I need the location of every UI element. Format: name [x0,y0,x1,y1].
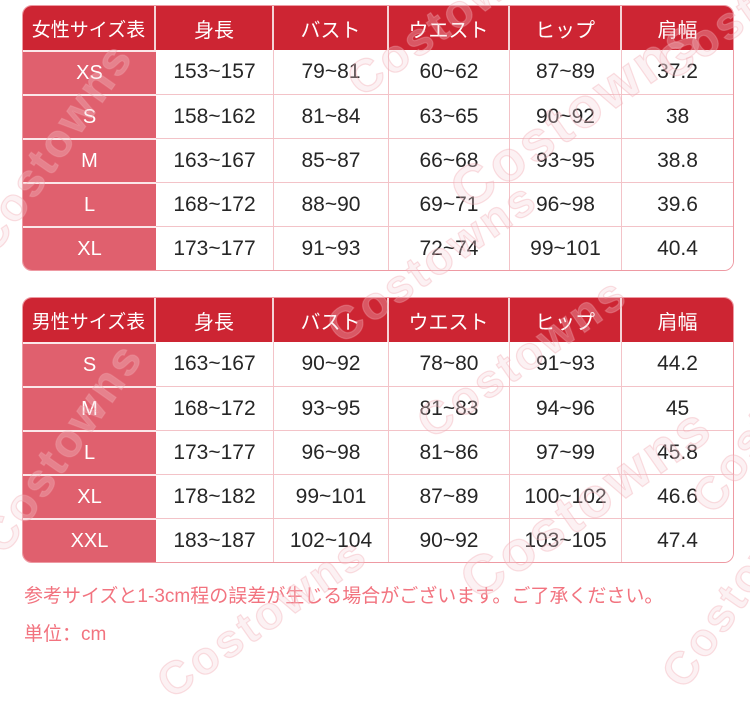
measurement-cell: 79~81 [274,50,389,94]
column-header: ウエスト [389,6,510,50]
measurement-cell: 96~98 [510,182,622,226]
measurement-cell: 93~95 [274,386,389,430]
measurement-cell: 97~99 [510,430,622,474]
measurement-cell: 168~172 [156,386,274,430]
women-size-table: 女性サイズ表 身長 バスト ウエスト ヒップ 肩幅 XS 153~157 79~81 60~62 8… [22,5,734,271]
measurement-cell: 72~74 [389,226,510,270]
column-header: ウエスト [389,298,510,342]
measurement-cell: 99~101 [274,474,389,518]
measurement-cell: 163~167 [156,138,274,182]
size-label: L [23,182,156,226]
measurement-cell: 173~177 [156,430,274,474]
measurement-cell: 88~90 [274,182,389,226]
measurement-cell: 37.2 [622,50,733,94]
measurement-cell: 163~167 [156,342,274,386]
table-row: XL 178~182 99~101 87~89 100~102 46.6 [23,474,733,518]
measurement-cell: 153~157 [156,50,274,94]
header-row: 男性サイズ表 身長 バスト ウエスト ヒップ 肩幅 [23,298,733,342]
measurement-cell: 91~93 [274,226,389,270]
measurement-cell: 94~96 [510,386,622,430]
table-title: 女性サイズ表 [23,6,156,50]
measurement-cell: 85~87 [274,138,389,182]
size-label: S [23,94,156,138]
measurement-cell: 45 [622,386,733,430]
measurement-cell: 63~65 [389,94,510,138]
measurement-cell: 96~98 [274,430,389,474]
measurement-cell: 99~101 [510,226,622,270]
column-header: ヒップ [510,298,622,342]
table-row: XL 173~177 91~93 72~74 99~101 40.4 [23,226,733,270]
size-label: XL [23,474,156,518]
measurement-cell: 103~105 [510,518,622,562]
measurement-cell: 60~62 [389,50,510,94]
column-header: ヒップ [510,6,622,50]
size-label: S [23,342,156,386]
measurement-cell: 173~177 [156,226,274,270]
column-header: バスト [274,298,389,342]
table-row: L 173~177 96~98 81~86 97~99 45.8 [23,430,733,474]
measurement-cell: 40.4 [622,226,733,270]
tolerance-note: 参考サイズと1-3cm程の誤差が生じる場合がございます。ご了承ください。 [24,586,664,607]
measurement-cell: 91~93 [510,342,622,386]
table-row: XS 153~157 79~81 60~62 87~89 37.2 [23,50,733,94]
measurement-cell: 168~172 [156,182,274,226]
header-row: 女性サイズ表 身長 バスト ウエスト ヒップ 肩幅 [23,6,733,50]
size-label: XS [23,50,156,94]
measurement-cell: 90~92 [274,342,389,386]
measurement-cell: 38.8 [622,138,733,182]
measurement-cell: 44.2 [622,342,733,386]
footer-notes: 参考サイズと1-3cm程の誤差が生じる場合がございます。ご了承ください。 単位：… [24,586,663,662]
size-label: XL [23,226,156,270]
measurement-cell: 100~102 [510,474,622,518]
column-header: 肩幅 [622,6,733,50]
table-row: M 163~167 85~87 66~68 93~95 38.8 [23,138,733,182]
measurement-cell: 47.4 [622,518,733,562]
measurement-cell: 102~104 [274,518,389,562]
table-title: 男性サイズ表 [23,298,156,342]
column-header: 身長 [156,6,274,50]
size-label: L [23,430,156,474]
measurement-cell: 81~83 [389,386,510,430]
measurement-cell: 90~92 [389,518,510,562]
measurement-cell: 39.6 [622,182,733,226]
size-label: M [23,138,156,182]
measurement-cell: 93~95 [510,138,622,182]
table-row: S 163~167 90~92 78~80 91~93 44.2 [23,342,733,386]
table-row: XXL 183~187 102~104 90~92 103~105 47.4 [23,518,733,562]
measurement-cell: 69~71 [389,182,510,226]
measurement-cell: 90~92 [510,94,622,138]
measurement-cell: 66~68 [389,138,510,182]
unit-note: 単位：cm [24,624,107,645]
size-grid: 女性サイズ表 身長 バスト ウエスト ヒップ 肩幅 XS 153~157 79~81 60~62 8… [23,6,733,270]
measurement-cell: 87~89 [389,474,510,518]
column-header: バスト [274,6,389,50]
measurement-cell: 46.6 [622,474,733,518]
size-label: M [23,386,156,430]
table-row: M 168~172 93~95 81~83 94~96 45 [23,386,733,430]
measurement-cell: 81~86 [389,430,510,474]
measurement-cell: 81~84 [274,94,389,138]
table-row: L 168~172 88~90 69~71 96~98 39.6 [23,182,733,226]
measurement-cell: 158~162 [156,94,274,138]
table-row: S 158~162 81~84 63~65 90~92 38 [23,94,733,138]
size-label: XXL [23,518,156,562]
measurement-cell: 38 [622,94,733,138]
measurement-cell: 178~182 [156,474,274,518]
column-header: 身長 [156,298,274,342]
measurement-cell: 78~80 [389,342,510,386]
column-header: 肩幅 [622,298,733,342]
measurement-cell: 45.8 [622,430,733,474]
size-grid: 男性サイズ表 身長 バスト ウエスト ヒップ 肩幅 S 163~167 90~92 78~80 91… [23,298,733,562]
men-size-table: 男性サイズ表 身長 バスト ウエスト ヒップ 肩幅 S 163~167 90~92 78~80 91… [22,297,734,563]
measurement-cell: 87~89 [510,50,622,94]
measurement-cell: 183~187 [156,518,274,562]
